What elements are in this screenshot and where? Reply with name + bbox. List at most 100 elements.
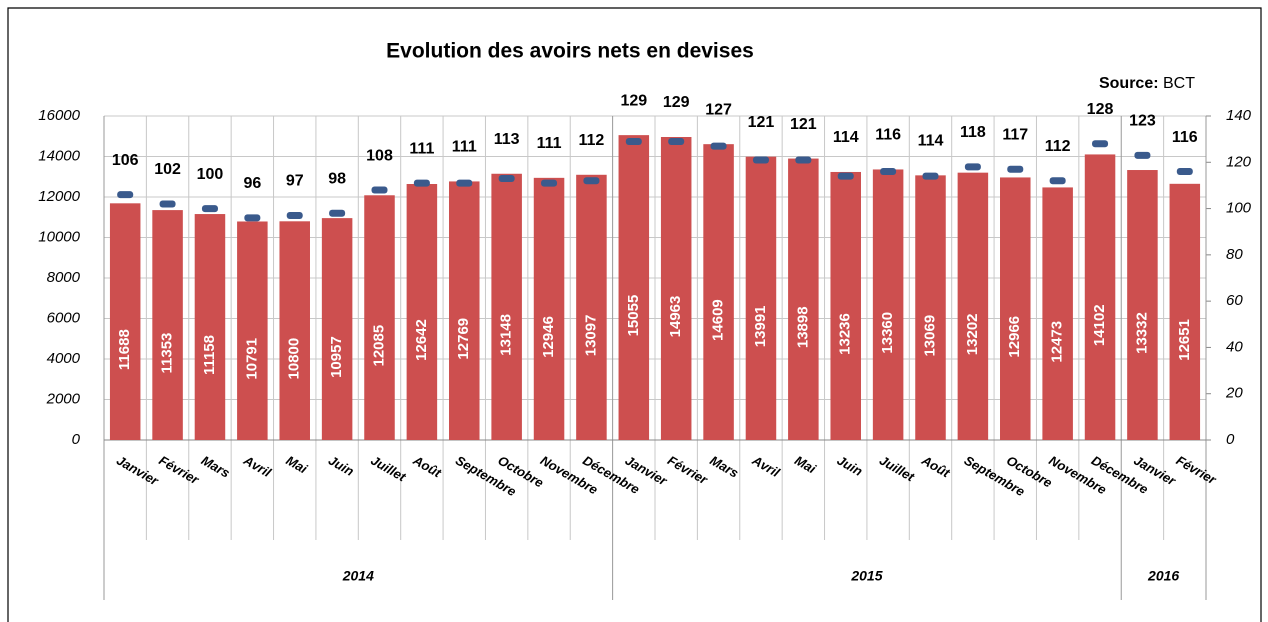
marker-value-label: 102 bbox=[154, 161, 181, 178]
chart-title: Evolution des avoirs nets en devises bbox=[386, 40, 754, 63]
x-tick-label: Août bbox=[410, 452, 445, 481]
bar bbox=[788, 158, 819, 441]
bar-value-label: 13898 bbox=[794, 306, 811, 348]
bar bbox=[1000, 177, 1031, 440]
x-tick-label: Juin bbox=[835, 453, 866, 479]
x-tick-label: Avril bbox=[749, 452, 783, 480]
y2-tick-label: 40 bbox=[1226, 338, 1243, 355]
source-value: BCT bbox=[1163, 75, 1195, 92]
bar-value-label: 11688 bbox=[116, 329, 133, 370]
y2-tick-label: 20 bbox=[1225, 385, 1243, 402]
y-tick-label: 10000 bbox=[38, 228, 80, 245]
marker bbox=[286, 212, 303, 220]
bar bbox=[703, 144, 734, 440]
marker-value-label: 98 bbox=[328, 170, 346, 187]
bar bbox=[1042, 187, 1073, 440]
marker bbox=[1049, 177, 1066, 185]
marker-value-label: 97 bbox=[286, 173, 304, 190]
y-tick-label: 12000 bbox=[38, 188, 80, 205]
bar-value-label: 12946 bbox=[540, 316, 557, 358]
marker-value-label: 108 bbox=[366, 147, 393, 164]
marker bbox=[1092, 140, 1109, 148]
bar-value-label: 14102 bbox=[1091, 304, 1108, 346]
bar-value-label: 14609 bbox=[710, 299, 727, 341]
marker-value-label: 100 bbox=[197, 166, 224, 183]
marker-value-label: 116 bbox=[875, 127, 901, 144]
group-label: 2015 bbox=[850, 568, 882, 584]
marker-value-label: 111 bbox=[409, 140, 434, 157]
y2-tick-label: 120 bbox=[1226, 153, 1252, 170]
bar-value-label: 11353 bbox=[159, 333, 176, 374]
bar-value-label: 12966 bbox=[1006, 316, 1023, 358]
marker-value-label: 129 bbox=[620, 92, 647, 109]
bar-value-label: 13097 bbox=[582, 315, 599, 357]
marker bbox=[329, 209, 346, 217]
marker-value-label: 111 bbox=[537, 135, 562, 152]
bar bbox=[1084, 154, 1116, 440]
source-label: Source: bbox=[1099, 75, 1159, 92]
y2-tick-label: 80 bbox=[1226, 246, 1243, 263]
x-tick-label: Mars bbox=[199, 453, 233, 481]
source: Source: BCT bbox=[1099, 75, 1195, 92]
marker-value-label: 121 bbox=[790, 116, 817, 133]
marker bbox=[964, 163, 981, 171]
bar bbox=[830, 171, 861, 440]
chart-border bbox=[7, 7, 1262, 622]
x-tick-label: Juillet bbox=[877, 453, 918, 485]
marker-value-label: 127 bbox=[705, 101, 732, 118]
bar bbox=[576, 174, 607, 440]
bar bbox=[152, 210, 183, 440]
y2-tick-label: 0 bbox=[1226, 431, 1235, 448]
x-tick-label: Juin bbox=[326, 453, 357, 479]
marker bbox=[837, 172, 854, 180]
bar bbox=[364, 195, 395, 440]
bar bbox=[1169, 183, 1201, 440]
bar-value-label: 13236 bbox=[837, 313, 854, 355]
y-tick-label: 4000 bbox=[47, 350, 81, 367]
marker bbox=[413, 179, 430, 187]
bar bbox=[660, 136, 692, 440]
marker bbox=[625, 137, 642, 145]
x-tick-label: Mai bbox=[284, 453, 311, 477]
marker-value-label: 111 bbox=[452, 139, 477, 156]
marker-value-label: 114 bbox=[833, 129, 859, 146]
y2-tick-label: 140 bbox=[1226, 107, 1252, 124]
marker-value-label: 113 bbox=[494, 131, 520, 148]
marker bbox=[752, 156, 769, 164]
marker bbox=[244, 214, 261, 222]
marker bbox=[922, 172, 939, 180]
y2-tick-label: 100 bbox=[1226, 200, 1252, 217]
bar-value-label: 10957 bbox=[328, 336, 345, 378]
bar bbox=[745, 156, 777, 440]
y-tick-label: 16000 bbox=[38, 107, 80, 124]
bar-value-label: 12769 bbox=[455, 318, 472, 360]
x-tick-label: Avril bbox=[240, 452, 274, 480]
bar bbox=[1127, 170, 1158, 441]
marker bbox=[541, 179, 558, 187]
bar bbox=[194, 214, 226, 440]
bar bbox=[915, 175, 946, 440]
marker-value-label: 128 bbox=[1087, 101, 1114, 118]
y2-tick-label: 60 bbox=[1226, 292, 1243, 309]
x-tick-label: Août bbox=[918, 452, 953, 481]
marker-value-label: 116 bbox=[1172, 129, 1198, 146]
y-tick-label: 6000 bbox=[47, 309, 81, 326]
bar-value-label: 11158 bbox=[201, 335, 218, 375]
y-tick-label: 8000 bbox=[47, 269, 81, 286]
bar bbox=[279, 221, 310, 440]
bar-value-label: 14963 bbox=[667, 296, 684, 338]
bar-value-label: 10791 bbox=[243, 338, 260, 380]
x-tick-label: Janvier bbox=[114, 453, 162, 489]
bar bbox=[957, 172, 989, 441]
x-tick-label: Février bbox=[156, 453, 202, 488]
marker-value-label: 121 bbox=[748, 114, 775, 131]
marker bbox=[159, 200, 176, 208]
marker-value-label: 114 bbox=[918, 133, 944, 150]
bar-value-label: 12642 bbox=[413, 319, 430, 361]
bar-value-label: 13202 bbox=[964, 313, 981, 355]
marker bbox=[710, 142, 727, 150]
marker-value-label: 123 bbox=[1129, 113, 1156, 130]
bar bbox=[321, 218, 353, 440]
bar bbox=[109, 203, 141, 440]
